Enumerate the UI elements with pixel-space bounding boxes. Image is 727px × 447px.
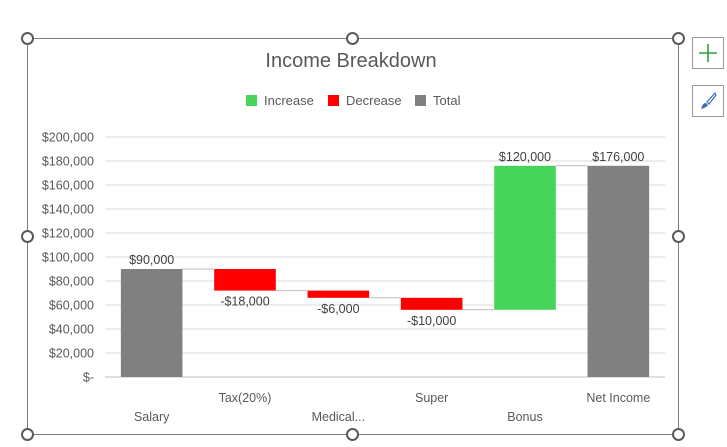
- data-label: $120,000: [499, 150, 551, 164]
- bar-decrease[interactable]: [400, 297, 463, 310]
- legend-label-decrease: Decrease: [346, 93, 402, 108]
- y-tick-label: $20,000: [49, 347, 94, 361]
- resize-handle-top-middle[interactable]: [346, 32, 359, 45]
- resize-handle-middle-right[interactable]: [672, 230, 685, 243]
- data-label: -$18,000: [220, 295, 269, 309]
- data-label: -$10,000: [407, 314, 456, 328]
- bar-decrease[interactable]: [307, 290, 370, 298]
- x-tick-label: Medical...: [312, 410, 366, 424]
- legend-label-increase: Increase: [264, 93, 314, 108]
- resize-handle-bottom-middle[interactable]: [346, 428, 359, 441]
- plus-icon: [699, 44, 717, 62]
- x-tick-label: Bonus: [507, 410, 542, 424]
- y-tick-label: $80,000: [49, 275, 94, 289]
- x-tick-label: Tax(20%): [219, 391, 272, 405]
- y-tick-label: $40,000: [49, 323, 94, 337]
- y-tick-label: $160,000: [42, 179, 94, 193]
- y-tick-label: $180,000: [42, 155, 94, 169]
- y-tick-label: $100,000: [42, 251, 94, 265]
- legend-swatch-decrease: [328, 95, 339, 106]
- resize-handle-bottom-left[interactable]: [21, 428, 34, 441]
- bar-total[interactable]: [587, 165, 650, 377]
- data-label: $176,000: [592, 150, 644, 164]
- bar-total[interactable]: [120, 269, 183, 377]
- y-tick-label: $140,000: [42, 203, 94, 217]
- y-tick-label: $120,000: [42, 227, 94, 241]
- x-tick-label: Super: [415, 391, 448, 405]
- paintbrush-icon: [701, 91, 717, 109]
- chart-elements-button[interactable]: [692, 37, 724, 69]
- legend-label-total: Total: [433, 93, 461, 108]
- resize-handle-top-right[interactable]: [672, 32, 685, 45]
- bar-increase[interactable]: [494, 165, 556, 310]
- resize-handle-bottom-right[interactable]: [672, 428, 685, 441]
- bar-decrease[interactable]: [214, 269, 276, 291]
- y-tick-label: $60,000: [49, 299, 94, 313]
- chart-styles-button[interactable]: [692, 85, 724, 117]
- legend-swatch-increase: [246, 95, 257, 106]
- y-tick-label: $-: [83, 371, 94, 385]
- x-tick-label: Net Income: [586, 391, 650, 405]
- legend-swatch-total: [415, 95, 426, 106]
- resize-handle-top-left[interactable]: [21, 32, 34, 45]
- data-label: -$6,000: [317, 302, 359, 316]
- chart-title: Income Breakdown: [265, 50, 436, 72]
- x-tick-label: Salary: [134, 410, 170, 424]
- data-label: $90,000: [129, 253, 174, 267]
- y-tick-label: $200,000: [42, 131, 94, 145]
- resize-handle-middle-left[interactable]: [21, 230, 34, 243]
